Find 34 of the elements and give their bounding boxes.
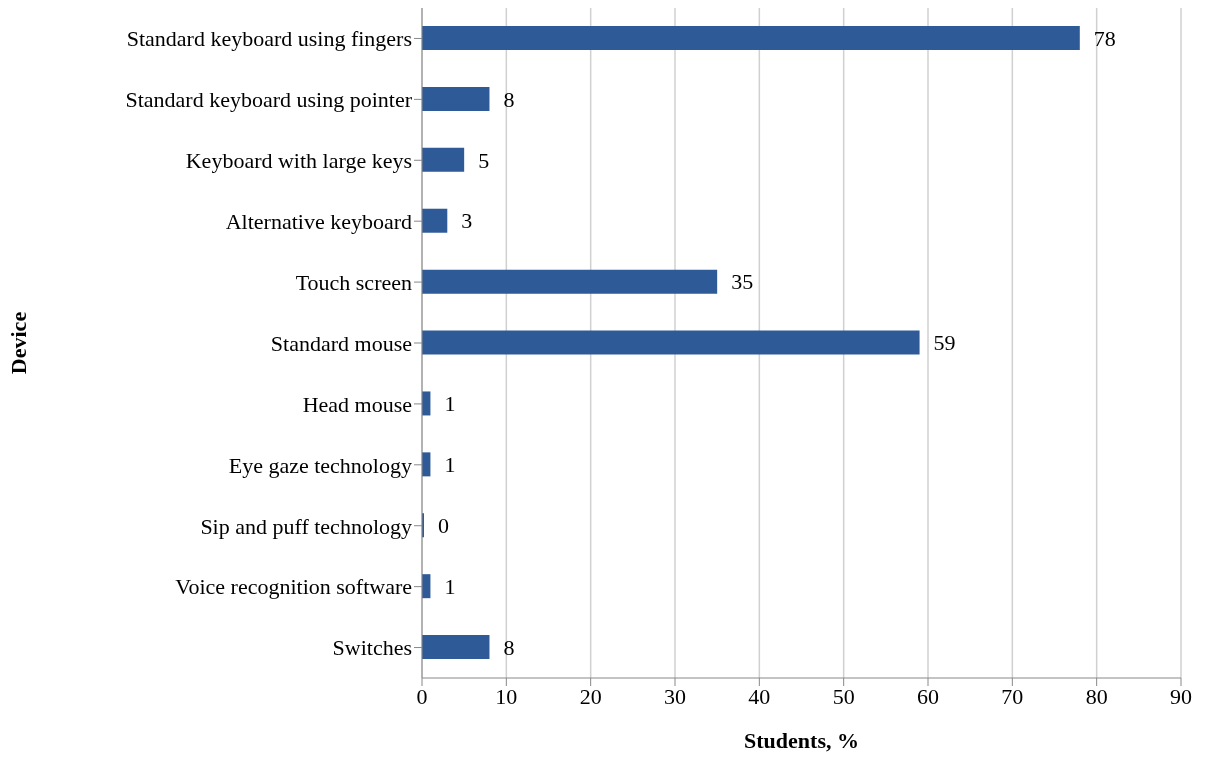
data-label: 8 [503, 86, 515, 112]
x-tick-label: 10 [495, 683, 518, 709]
y-tick-label: Keyboard with large keys [185, 148, 412, 174]
y-tick-label: Eye gaze technology [228, 452, 412, 478]
data-label: 8 [503, 634, 515, 660]
y-tick-label: Sip and puff technology [200, 513, 412, 539]
x-tick-label: 30 [664, 683, 686, 709]
y-tick-label: Standard mouse [270, 330, 412, 356]
y-tick-label: Touch screen [295, 269, 412, 295]
x-tick-label: 90 [1170, 683, 1192, 709]
y-tick-label: Switches [332, 635, 412, 661]
x-tick-label: 80 [1085, 683, 1108, 709]
x-tick-label: 40 [748, 683, 771, 709]
y-tick-label: Standard keyboard using pointer [125, 87, 413, 113]
x-tick-label: 70 [1001, 683, 1024, 709]
data-label: 1 [444, 391, 456, 417]
data-label: 35 [731, 269, 754, 295]
x-tick-label: 50 [832, 683, 855, 709]
data-label: 0 [438, 512, 449, 538]
x-tick-label: 60 [917, 683, 939, 709]
y-tick-label: Head mouse [302, 391, 412, 417]
data-label: 3 [461, 208, 473, 234]
y-tick-label: Alternative keyboard [225, 208, 412, 234]
data-label: 1 [444, 573, 456, 599]
data-label: 1 [444, 452, 456, 478]
y-tick-label: Standard keyboard using fingers [126, 26, 412, 52]
x-axis-title: Students, % [744, 728, 859, 753]
x-tick-label: 20 [579, 683, 602, 709]
y-tick-label: Voice recognition software [175, 574, 412, 600]
x-tick-label: 0 [416, 683, 428, 709]
y-axis-title: Device [5, 311, 31, 375]
data-label: 59 [933, 330, 956, 356]
data-label: 5 [478, 147, 490, 173]
data-label: 78 [1093, 25, 1116, 51]
